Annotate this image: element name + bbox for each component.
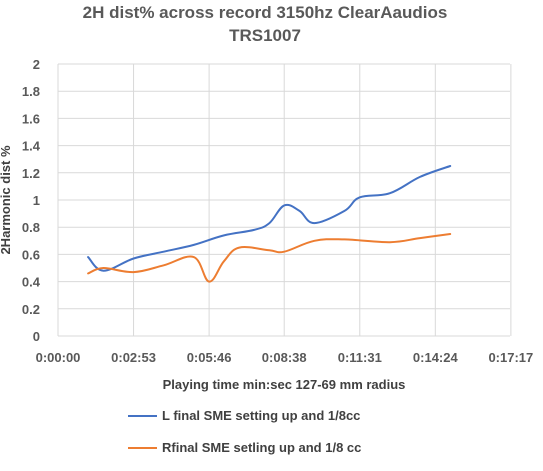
- legend-label: Rfinal SME setling up and 1/8 cc: [162, 440, 361, 455]
- legend: L final SME setting up and 1/8cc Rfinal S…: [128, 408, 361, 455]
- y-tick-label: 0.6: [22, 247, 40, 262]
- legend-item-1: L final SME setting up and 1/8cc: [128, 408, 360, 423]
- x-axis-label: Playing time min:sec 127-69 mm radius: [163, 377, 406, 392]
- y-tick-label: 0.2: [22, 302, 40, 317]
- x-tick-label: 0:17:17: [488, 350, 533, 365]
- series-lines: [87, 165, 452, 283]
- y-tick-label: 1.8: [22, 84, 40, 99]
- chart-title-line2: TRS1007: [229, 26, 301, 45]
- x-tick-label: 0:02:53: [111, 350, 156, 365]
- x-tick-label: 0:05:46: [187, 350, 232, 365]
- x-tick-label: 0:00:00: [36, 350, 81, 365]
- gridlines: [57, 63, 512, 337]
- x-tick-label: 0:14:24: [413, 350, 459, 365]
- chart-title-line1: 2H dist% across record 3150hz ClearAaudi…: [83, 3, 448, 22]
- legend-label: L final SME setting up and 1/8cc: [162, 408, 360, 423]
- series-line-2: [87, 233, 452, 283]
- y-tick-label: 1.6: [22, 111, 40, 126]
- x-tick-label: 0:11:31: [338, 350, 382, 365]
- y-tick-label: 1.2: [22, 166, 40, 181]
- series-line-1: [87, 165, 452, 272]
- y-tick-label: 0: [33, 329, 40, 344]
- y-tick-label: 2: [33, 57, 40, 72]
- y-tick-label: 0.8: [22, 220, 40, 235]
- y-tick-label: 1: [33, 193, 40, 208]
- y-tick-label: 0.4: [22, 275, 41, 290]
- y-tick-label: 1.4: [22, 139, 41, 154]
- y-axis-label: 2Harmonic dist %: [0, 145, 13, 255]
- y-axis-ticks: 0 0.2 0.4 0.6 0.8 1 1.2 1.4 1.6 1.8 2: [22, 57, 41, 344]
- legend-item-2: Rfinal SME setling up and 1/8 cc: [128, 440, 361, 455]
- x-axis-ticks: 0:00:00 0:02:53 0:05:46 0:08:38 0:11:31 0:14:…: [36, 350, 534, 365]
- x-tick-label: 0:08:38: [262, 350, 307, 365]
